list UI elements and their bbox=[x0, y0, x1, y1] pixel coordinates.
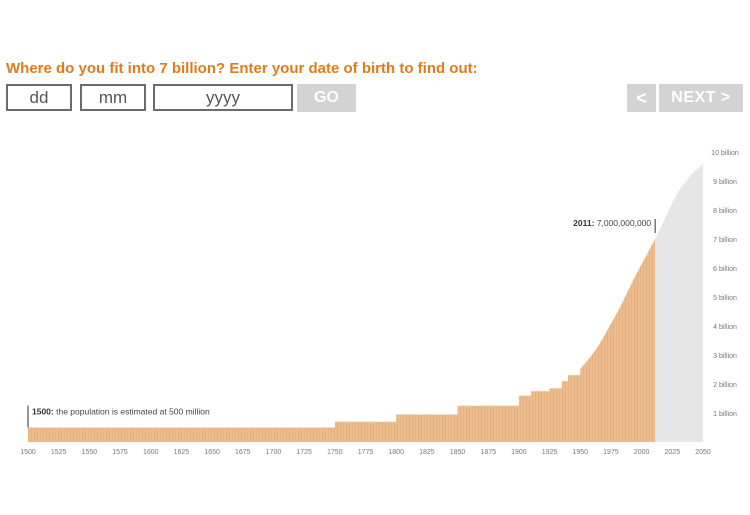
x-tick-label: 1600 bbox=[143, 449, 159, 456]
x-tick-label: 1575 bbox=[112, 449, 128, 456]
x-tick-label: 1700 bbox=[266, 449, 282, 456]
annotation-1500: 1500: the population is estimated at 500… bbox=[32, 407, 210, 417]
x-tick-label: 1750 bbox=[327, 449, 343, 456]
x-tick-label: 2050 bbox=[695, 449, 711, 456]
y-tick-label: 1 billion bbox=[713, 411, 737, 418]
population-area bbox=[28, 239, 656, 442]
y-tick-label: 10 billion bbox=[711, 150, 739, 157]
x-tick-label: 1900 bbox=[511, 449, 527, 456]
previous-button[interactable]: < bbox=[627, 84, 656, 112]
y-tick-label: 8 billion bbox=[713, 208, 737, 215]
x-tick-label: 1975 bbox=[603, 449, 619, 456]
x-tick-label: 1925 bbox=[542, 449, 558, 456]
x-tick-label: 1875 bbox=[480, 449, 496, 456]
day-input[interactable] bbox=[6, 84, 72, 111]
y-tick-label: 9 billion bbox=[713, 179, 737, 186]
y-tick-label: 4 billion bbox=[713, 324, 737, 331]
x-tick-label: 1950 bbox=[572, 449, 588, 456]
x-tick-label: 1525 bbox=[51, 449, 67, 456]
x-tick-label: 1675 bbox=[235, 449, 251, 456]
y-tick-label: 6 billion bbox=[713, 266, 737, 273]
x-tick-label: 1500 bbox=[20, 449, 36, 456]
month-input[interactable] bbox=[80, 84, 146, 111]
x-tick-label: 1775 bbox=[358, 449, 374, 456]
annotation-2011: 2011: 7,000,000,000 bbox=[573, 218, 651, 228]
page-prompt: Where do you fit into 7 billion? Enter y… bbox=[6, 60, 478, 77]
x-tick-label: 1650 bbox=[204, 449, 220, 456]
y-tick-label: 3 billion bbox=[713, 353, 737, 360]
next-button[interactable]: NEXT > bbox=[659, 84, 743, 112]
year-input[interactable] bbox=[153, 84, 293, 111]
projection-area bbox=[655, 163, 703, 442]
y-tick-label: 2 billion bbox=[713, 382, 737, 389]
x-tick-label: 1850 bbox=[450, 449, 466, 456]
x-tick-label: 2025 bbox=[665, 449, 681, 456]
x-tick-label: 1825 bbox=[419, 449, 435, 456]
x-tick-label: 1625 bbox=[174, 449, 190, 456]
y-tick-label: 7 billion bbox=[713, 237, 737, 244]
x-tick-label: 1800 bbox=[388, 449, 404, 456]
x-tick-label: 2000 bbox=[634, 449, 650, 456]
x-tick-label: 1725 bbox=[296, 449, 312, 456]
y-tick-label: 5 billion bbox=[713, 295, 737, 302]
x-tick-label: 1550 bbox=[82, 449, 98, 456]
go-button[interactable]: GO bbox=[297, 84, 356, 112]
